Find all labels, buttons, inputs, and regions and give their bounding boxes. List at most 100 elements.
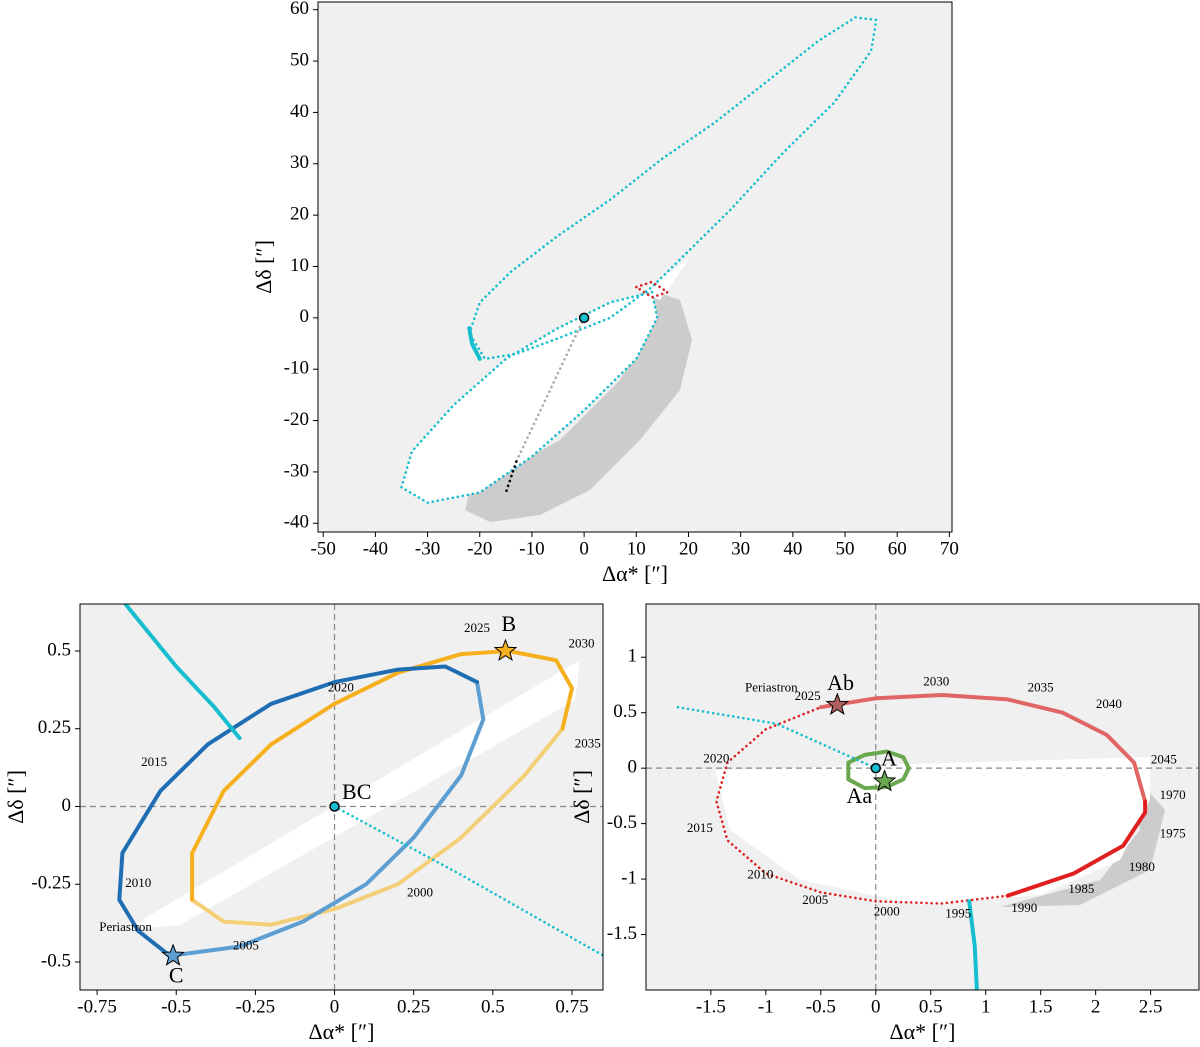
annotation: 2040: [1096, 696, 1122, 711]
circle-marker: [870, 762, 882, 774]
x-tick-label: -1.5: [696, 996, 726, 1017]
circle-marker: [329, 801, 340, 812]
x-tick-label: 0: [871, 996, 881, 1017]
orbit-line: [467, 16, 878, 361]
y-tick-label: -0.5: [607, 812, 637, 833]
plot-frame: [79, 603, 604, 991]
orbit-line: [190, 649, 574, 902]
annotation: C: [169, 963, 184, 988]
annotation: 1990: [1011, 900, 1037, 915]
y-tick-label: 1: [628, 646, 638, 667]
orbit-line: [333, 805, 603, 957]
orbit-line: [123, 604, 242, 741]
x-tick-label: -0.5: [806, 996, 836, 1017]
orbit-line: [967, 899, 979, 990]
annotation: 1975: [1160, 826, 1186, 841]
y-axis-label: Δδ [″]: [3, 770, 28, 824]
star-marker: [493, 638, 518, 662]
shading: [1000, 770, 1165, 907]
y-tick-label: -0.25: [31, 873, 71, 894]
annotation: 2000: [874, 903, 900, 918]
y-tick-label: 0.5: [47, 639, 71, 660]
annotation: Ab: [827, 670, 854, 695]
star-marker: [872, 769, 897, 792]
x-tick-label: 40: [783, 538, 802, 559]
annotation: 2035: [1028, 679, 1054, 694]
x-axis-label: Δα* [″]: [602, 561, 668, 586]
x-tick-label: 1.5: [1029, 996, 1053, 1017]
y-tick-label: 20: [290, 203, 309, 224]
x-tick-label: -1: [758, 996, 774, 1017]
orbit-line: [504, 460, 518, 494]
annotation: 2035: [575, 735, 601, 750]
annotation: 2025: [795, 688, 821, 703]
x-tick-label: 60: [888, 538, 907, 559]
annotation: 1970: [1160, 787, 1186, 802]
y-axis-label: Δδ [″]: [569, 770, 594, 824]
x-tick-label: 30: [731, 538, 750, 559]
x-tick-label: 50: [836, 538, 855, 559]
annotation: 1980: [1129, 859, 1155, 874]
orbit-line: [400, 290, 659, 505]
y-tick-label: 0.25: [38, 717, 71, 738]
panel: BCBC20252030202020152010203520002005Peri…: [3, 603, 604, 1044]
plot-area: [400, 16, 878, 522]
annotation: 2045: [1151, 751, 1177, 766]
x-axis-label: Δα* [″]: [309, 1019, 375, 1044]
annotation: 1995: [945, 906, 971, 921]
annotation: Periastron: [745, 679, 798, 694]
orbit-line: [514, 316, 586, 463]
annotation: A: [881, 745, 897, 770]
y-tick-label: 10: [290, 255, 309, 276]
x-tick-label: -0.25: [236, 996, 276, 1017]
annotation: 2025: [464, 620, 490, 635]
x-tick-label: -0.5: [161, 996, 191, 1017]
orbit-line: [818, 693, 1148, 804]
x-tick-label: 0.5: [481, 996, 505, 1017]
orbit-line: [167, 680, 486, 958]
annotation: 2020: [703, 750, 729, 765]
orbit-line: [117, 664, 479, 958]
y-tick-label: -10: [284, 358, 309, 379]
y-tick-label: -40: [284, 512, 309, 533]
orbit-line: [634, 280, 669, 299]
annotation: B: [501, 611, 516, 636]
orbit-line: [467, 326, 482, 361]
x-tick-label: -0.75: [77, 996, 117, 1017]
annotation: BC: [342, 779, 371, 804]
y-tick-label: 50: [290, 49, 309, 70]
orbit-line: [190, 726, 565, 927]
x-tick-label: 70: [940, 538, 959, 559]
annotation: 2005: [802, 892, 828, 907]
shading: [715, 757, 1150, 905]
y-tick-label: 0: [62, 795, 72, 816]
x-tick-label: 0: [579, 538, 589, 559]
annotation: 2000: [407, 885, 433, 900]
plot-frame: [317, 1, 953, 533]
x-tick-label: 1: [981, 996, 991, 1017]
circle-marker: [578, 312, 590, 324]
shading: [465, 290, 692, 522]
x-tick-label: -40: [363, 538, 388, 559]
x-tick-label: 20: [679, 538, 698, 559]
annotation: 1985: [1068, 881, 1094, 896]
plot-frame: [645, 603, 1200, 991]
x-tick-label: 2: [1091, 996, 1101, 1017]
x-tick-label: 0.25: [397, 996, 430, 1017]
x-tick-label: 2.5: [1139, 996, 1163, 1017]
annotation: 2015: [141, 754, 167, 769]
shading: [125, 660, 580, 930]
x-tick-label: 0: [330, 996, 340, 1017]
annotation: 2015: [687, 820, 713, 835]
orbit-line: [715, 705, 1010, 905]
y-tick-label: 0: [628, 757, 638, 778]
y-tick-label: 0.5: [613, 701, 637, 722]
y-tick-label: -20: [284, 409, 309, 430]
y-axis-label: Δδ [″]: [251, 240, 276, 294]
y-tick-label: 30: [290, 152, 309, 173]
annotation: Periastron: [99, 919, 152, 934]
y-tick-label: 60: [290, 0, 309, 19]
